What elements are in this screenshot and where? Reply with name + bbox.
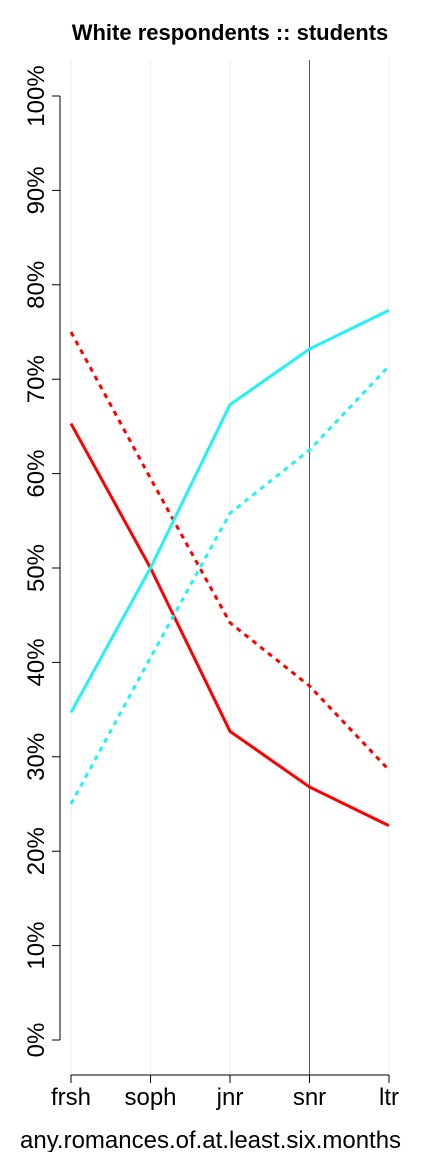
chart-title: White respondents :: students [72,20,389,45]
y-tick-label: 20% [23,827,50,875]
x-axis-label: any.romances.of.at.least.six.months [20,1127,401,1152]
data-line [69,422,390,828]
y-tick-label: 70% [23,355,50,403]
y-tick-label: 30% [23,733,50,781]
x-tick-label: soph [124,1084,176,1111]
x-tick-label: snr [293,1084,326,1111]
data-line [69,364,391,805]
y-tick-label: 40% [23,638,50,686]
data-line [69,308,390,714]
y-tick-label: 90% [23,166,50,214]
y-tick-label: 50% [23,544,50,592]
data-line [69,331,391,772]
y-tick-label: 100% [23,65,50,126]
x-tick-label: ltr [379,1084,399,1111]
x-tick-label: frsh [51,1084,91,1111]
x-tick-label: jnr [216,1084,244,1111]
y-tick-label: 0% [23,1023,50,1058]
y-tick-label: 60% [23,450,50,498]
y-tick-label: 80% [23,261,50,309]
y-tick-label: 10% [23,922,50,970]
